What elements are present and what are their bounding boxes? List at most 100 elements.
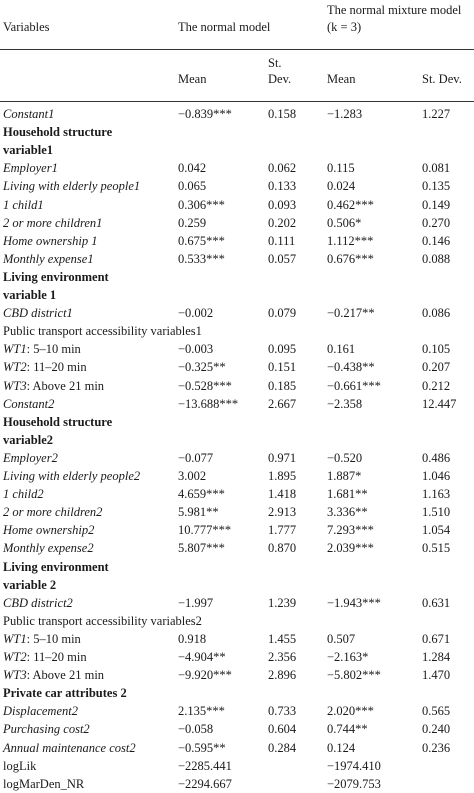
cell-mean-normal: 0.065 (178, 179, 207, 194)
cell-mean-mixture: −1.943*** (327, 595, 381, 610)
row-label: WT2: 11–20 min (3, 648, 87, 666)
cell-mean-normal: 0.042 (178, 161, 207, 176)
table-row: variable 1 (0, 286, 474, 304)
cell-stdev-normal: 0.079 (268, 306, 297, 321)
row-label: Monthly expense1 (3, 251, 94, 266)
row-label: Employer1 (3, 161, 58, 176)
header-mixture-k: (k = 3) (327, 20, 362, 34)
header-stdev-line2: Dev. (268, 72, 292, 86)
cell-mean-normal: −4.904** (178, 650, 226, 664)
cell-mean-normal: −0.077 (178, 450, 214, 465)
cell-stdev-normal: 0.095 (268, 342, 297, 357)
row-label: Household structure (3, 414, 113, 429)
cell-stdev-normal: 0.971 (268, 450, 297, 465)
cell-mean-normal: −2285.441 (178, 758, 232, 773)
cell-mean-normal: 0.533*** (178, 251, 225, 266)
row-label: Household structure (3, 125, 113, 140)
cell-mean-mixture: −5.802*** (327, 668, 381, 683)
table-row: Home ownership2 10.777*** 1.777 7.293*** 1.0… (0, 521, 474, 539)
row-label: variable 2 (3, 577, 57, 592)
row-label: Purchasing cost2 (3, 722, 90, 737)
cell-mean-normal: 5.981** (178, 505, 219, 520)
table-row: WT3: Above 21 min −9.920*** 2.896 −5.802***… (0, 666, 474, 684)
table-row: Living with elderly people1 0.065 0.133 0.0… (0, 177, 474, 195)
cell-stdev-normal: 2.896 (268, 668, 297, 683)
cell-mean-mixture: −2.163* (327, 650, 369, 664)
cell-stdev-mixture: 1.470 (422, 668, 451, 683)
cell-mean-mixture: 0.676*** (327, 251, 374, 266)
table-row: Displacement2 2.135*** 0.733 2.020*** 0.565 (0, 702, 474, 720)
cell-mean-mixture: −1.283 (327, 107, 363, 121)
cell-stdev-mixture: 1.227 (422, 107, 451, 121)
table-row: logLik −2285.441 −1974.410 (0, 757, 474, 775)
table-row: CBD district2 −1.997 1.239 −1.943*** 0.631 (0, 594, 474, 612)
cell-mean-normal: −13.688*** (178, 396, 239, 411)
table-row: Monthly expense1 0.533*** 0.057 0.676*** 0.0… (0, 250, 474, 268)
table-row: Household structure (0, 413, 474, 431)
table-row: logMarDen_NR −2294.667 −2079.753 (0, 775, 474, 793)
header-variables: Variables (3, 20, 50, 34)
cell-mean-normal: 4.659*** (178, 487, 225, 502)
cell-mean-normal: −9.920*** (178, 668, 232, 683)
header-rule-top (0, 49, 474, 50)
row-label: variable2 (3, 432, 53, 447)
row-label: Living environment (3, 559, 109, 574)
table-row: CBD district1 −0.002 0.079 −0.217** 0.086 (0, 304, 474, 322)
header-normal-model: The normal model (178, 20, 271, 34)
row-label-rest: : 5–10 min (26, 342, 81, 357)
row-label-rest: : 5–10 min (26, 631, 81, 646)
table-row: Household structure (0, 123, 474, 141)
row-label: Annual maintenance cost2 (3, 740, 136, 755)
cell-mean-mixture: −2079.753 (327, 776, 381, 791)
cell-mean-normal: −2294.667 (178, 776, 232, 791)
cell-stdev-normal: 0.185 (268, 378, 297, 393)
cell-stdev-normal: 2.356 (268, 650, 297, 664)
table-row: 2 or more children1 0.259 0.202 0.506* 0.270 (0, 214, 474, 232)
cell-mean-normal: 2.135*** (178, 704, 225, 719)
cell-stdev-normal: 0.093 (268, 197, 297, 212)
cell-stdev-normal: 0.133 (268, 179, 297, 194)
cell-mean-mixture: −0.217** (327, 306, 375, 321)
header-mean-mixture: Mean (327, 72, 356, 86)
table-row: Public transport accessibility variables… (0, 322, 474, 340)
row-label: Constant1 (3, 107, 55, 121)
row-label: 2 or more children2 (3, 505, 103, 520)
row-label-italic: WT2 (3, 360, 27, 375)
cell-mean-mixture: −0.661*** (327, 378, 381, 393)
table-row: Living environment (0, 558, 474, 576)
cell-mean-mixture: 1.112*** (327, 233, 374, 248)
cell-mean-normal: −0.058 (178, 722, 214, 737)
header-stdev-mixture: St. Dev. (422, 72, 462, 86)
cell-mean-normal: −1.997 (178, 595, 214, 610)
cell-stdev-normal: 1.239 (268, 595, 297, 610)
row-label-italic: WT1 (3, 631, 27, 646)
row-label: WT3: Above 21 min (3, 377, 104, 395)
cell-stdev-normal: 2.913 (268, 505, 297, 520)
row-label: WT2: 11–20 min (3, 358, 87, 376)
cell-mean-normal: −0.839*** (178, 107, 232, 121)
row-label-italic: WT3 (3, 668, 27, 683)
cell-mean-normal: 0.306*** (178, 197, 225, 212)
cell-mean-mixture: 0.161 (327, 342, 356, 357)
row-label: Home ownership2 (3, 523, 95, 538)
header-mean-normal: Mean (178, 72, 207, 86)
cell-mean-normal: 0.259 (178, 215, 207, 230)
row-label: logMarDen_NR (3, 776, 85, 791)
cell-stdev-mixture: 0.081 (422, 161, 451, 176)
row-label: Employer2 (3, 450, 58, 465)
table-row: 2 or more children2 5.981** 2.913 3.336** 1.… (0, 503, 474, 521)
cell-stdev-mixture: 1.054 (422, 523, 451, 538)
table-row: Public transport accessibility variables… (0, 612, 474, 630)
cell-stdev-mixture: 0.671 (422, 631, 451, 646)
cell-stdev-normal: 0.604 (268, 722, 297, 737)
cell-mean-mixture: 2.039*** (327, 541, 374, 556)
cell-mean-mixture: −1974.410 (327, 758, 381, 773)
cell-stdev-mixture: 1.510 (422, 505, 451, 520)
table-row: Annual maintenance cost2 −0.595** 0.284 0.1… (0, 739, 474, 757)
cell-stdev-normal: 0.870 (268, 541, 297, 556)
cell-stdev-normal: 0.111 (268, 233, 296, 248)
row-label: Living with elderly people1 (3, 179, 141, 194)
cell-mean-normal: −0.528*** (178, 378, 232, 393)
header-rule-bottom (0, 101, 474, 102)
table-row: Monthly expense2 5.807*** 0.870 2.039*** 0.5… (0, 539, 474, 557)
